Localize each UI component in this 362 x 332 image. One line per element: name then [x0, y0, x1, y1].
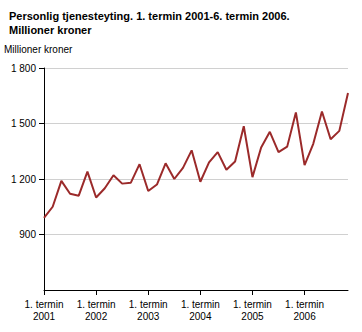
svg-text:1 800: 1 800: [11, 63, 36, 74]
svg-text:2001: 2001: [33, 311, 56, 322]
svg-text:Millioner kroner: Millioner kroner: [4, 44, 73, 55]
svg-text:2003: 2003: [137, 311, 160, 322]
svg-text:2004: 2004: [189, 311, 212, 322]
svg-text:900: 900: [19, 229, 36, 240]
svg-text:2002: 2002: [85, 311, 108, 322]
svg-text:2006: 2006: [293, 311, 316, 322]
svg-text:1. termin: 1. termin: [233, 299, 272, 310]
svg-text:Millioner kroner: Millioner kroner: [9, 24, 92, 36]
svg-text:1. termin: 1. termin: [181, 299, 220, 310]
svg-text:2005: 2005: [241, 311, 264, 322]
svg-text:1 200: 1 200: [11, 174, 36, 185]
svg-text:1. termin: 1. termin: [25, 299, 64, 310]
svg-text:1. termin: 1. termin: [77, 299, 116, 310]
svg-text:1. termin: 1. termin: [129, 299, 168, 310]
svg-text:Personlig tjenesteyting. 1. te: Personlig tjenesteyting. 1. termin 2001-…: [9, 10, 290, 22]
svg-text:1. termin: 1. termin: [285, 299, 324, 310]
svg-text:1 500: 1 500: [11, 118, 36, 129]
